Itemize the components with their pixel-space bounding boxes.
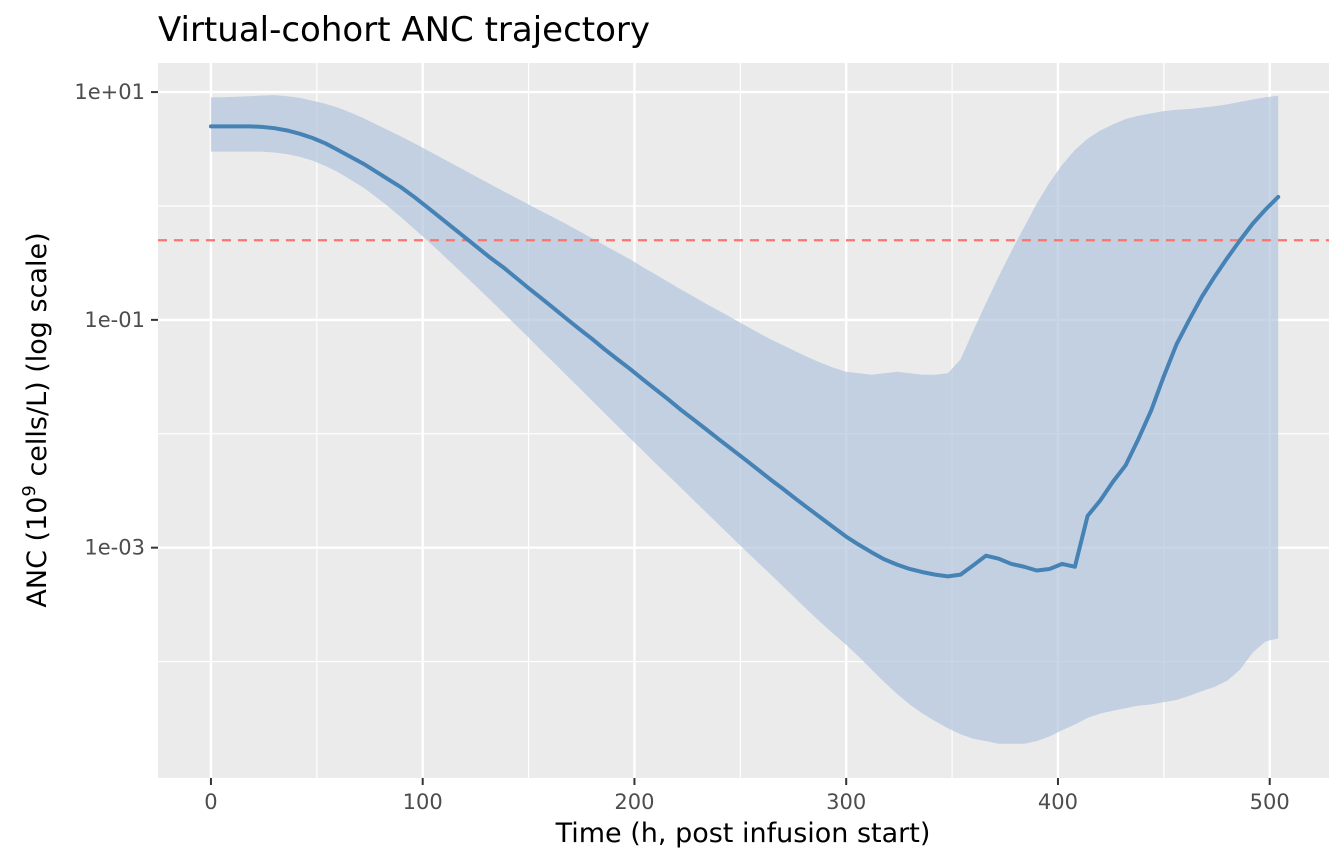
x-tick-label-4: 400 [1038, 790, 1078, 814]
chart-title: Virtual-cohort ANC trajectory [158, 10, 650, 50]
x-axis: 0 100 200 300 400 500 [204, 778, 1290, 814]
median-line [208, 124, 1281, 579]
y-axis: 1e-03 1e-01 1e+01 [74, 80, 158, 560]
x-tick-label-3: 300 [826, 790, 866, 814]
ribbon-band [210, 95, 1279, 744]
y-axis-title-suffix: cells/L) (log scale) [22, 232, 53, 485]
x-axis-title: Time (h, post infusion start) [555, 818, 931, 849]
x-tick-label-1: 100 [403, 790, 443, 814]
y-tick-label-1: 1e-01 [84, 308, 145, 332]
y-axis-title: ANC (109 cells/L) (log scale) [19, 232, 53, 607]
y-tick-label-0: 1e-03 [84, 536, 145, 560]
line-layer [208, 124, 1281, 579]
y-axis-title-superscript: 9 [19, 485, 40, 496]
y-tick-label-2: 1e+01 [74, 80, 145, 104]
x-tick-label-5: 500 [1250, 790, 1290, 814]
band-layer [210, 95, 1279, 744]
y-axis-title-prefix: ANC (10 [22, 497, 53, 608]
x-tick-label-2: 200 [614, 790, 654, 814]
x-tick-label-0: 0 [204, 790, 217, 814]
